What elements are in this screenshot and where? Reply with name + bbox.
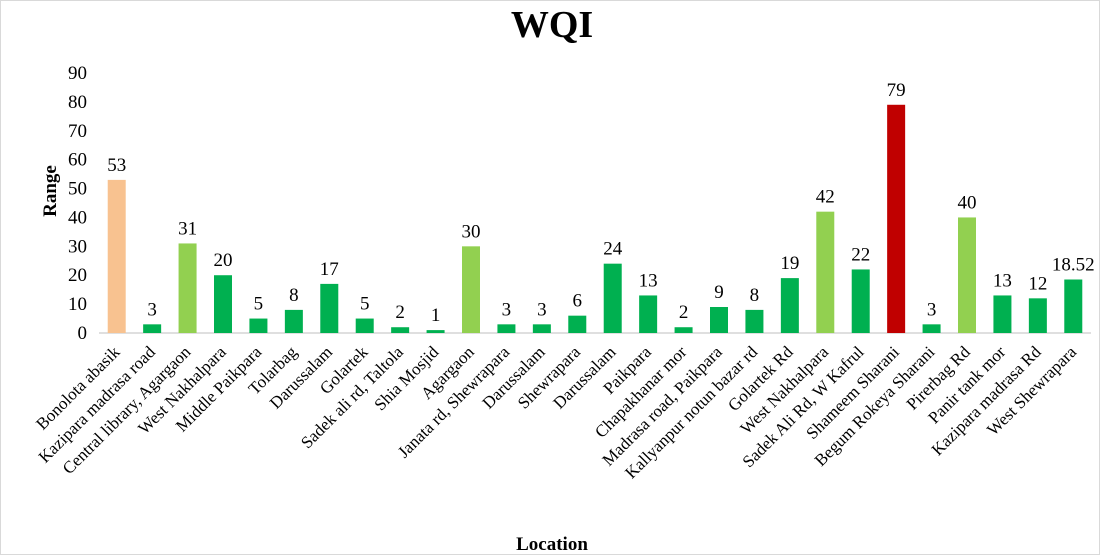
bar (391, 327, 410, 333)
data-label: 12 (1028, 273, 1047, 294)
data-label: 3 (927, 299, 937, 320)
y-tick-label: 90 (68, 63, 87, 84)
data-label: 6 (573, 291, 583, 312)
bar (214, 275, 232, 333)
data-label: 5 (254, 294, 264, 315)
data-label: 22 (851, 244, 870, 265)
bar (426, 330, 445, 333)
bar (958, 217, 976, 333)
data-label: 79 (887, 80, 906, 101)
y-tick-label: 30 (68, 236, 87, 257)
bar (851, 269, 870, 333)
bar (816, 211, 835, 333)
y-tick-label: 80 (68, 92, 87, 113)
data-label: 13 (993, 270, 1012, 291)
data-label: 1 (431, 305, 441, 326)
bar (993, 295, 1012, 333)
chart-title: WQI (510, 4, 594, 46)
bar (320, 283, 339, 333)
data-label: 20 (214, 250, 233, 271)
y-tick-label: 50 (68, 179, 87, 200)
bar (107, 179, 126, 333)
y-tick-label: 60 (68, 150, 87, 171)
bar (887, 104, 906, 334)
data-label: 3 (537, 299, 547, 320)
y-tick-label: 20 (68, 265, 87, 286)
bar (532, 324, 551, 333)
data-label: 2 (679, 302, 689, 323)
bar (462, 246, 480, 333)
y-tick-label: 10 (68, 294, 87, 315)
bar (710, 307, 728, 333)
y-tick-label: 70 (68, 121, 87, 142)
bar (249, 318, 268, 333)
data-label: 30 (462, 221, 481, 242)
data-label: 18.52 (1052, 254, 1095, 275)
x-axis-label: Location (516, 534, 588, 555)
bar (143, 324, 162, 333)
data-label: 31 (178, 218, 197, 239)
data-label: 8 (289, 285, 299, 306)
bar (497, 324, 516, 333)
bar (178, 243, 197, 333)
data-label: 42 (816, 187, 835, 208)
bar (355, 318, 374, 333)
data-label: 8 (750, 285, 760, 306)
data-label: 3 (147, 299, 157, 320)
data-label: 19 (780, 253, 799, 274)
bar (1028, 298, 1047, 333)
data-label: 5 (360, 294, 370, 315)
data-label: 17 (320, 259, 339, 280)
bar (603, 263, 622, 333)
data-label: 24 (603, 239, 623, 260)
data-label: 2 (395, 302, 405, 323)
bar (922, 324, 941, 333)
bar (1064, 279, 1083, 333)
bar (568, 315, 587, 333)
bar (639, 295, 658, 333)
y-tick-label: 40 (68, 207, 87, 228)
bar (284, 309, 303, 333)
data-label: 3 (502, 299, 512, 320)
data-label: 9 (714, 282, 724, 303)
data-label: 53 (107, 155, 126, 176)
bar (674, 327, 693, 333)
bar (780, 278, 799, 333)
data-label: 40 (958, 192, 977, 213)
y-tick-label: 0 (78, 323, 88, 344)
bar (745, 309, 764, 333)
data-label: 13 (639, 270, 658, 291)
